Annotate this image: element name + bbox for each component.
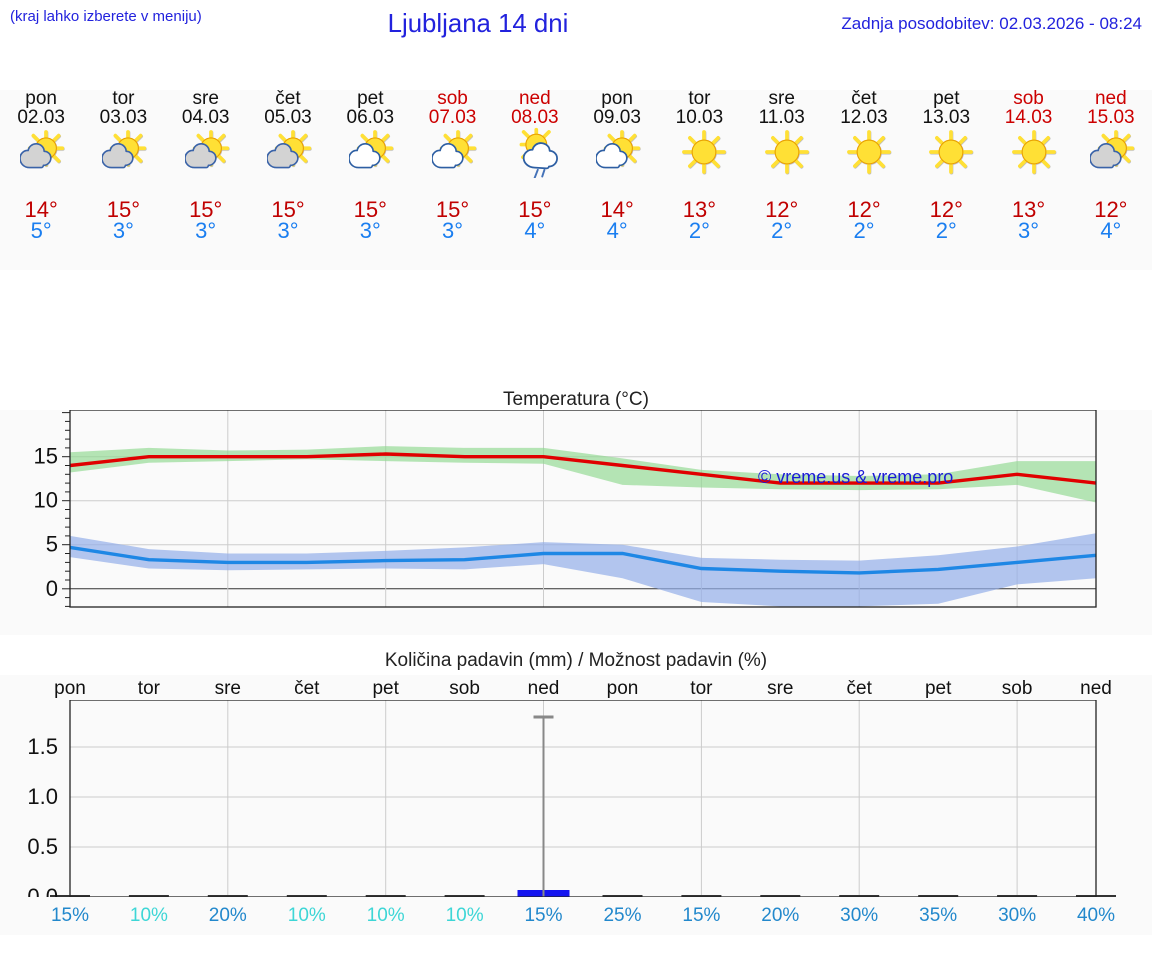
svg-text:0.5: 0.5 [27,834,58,859]
svg-text:10: 10 [34,488,58,513]
svg-text:1.5: 1.5 [27,734,58,759]
svg-text:© vreme.us & vreme.pro: © vreme.us & vreme.pro [758,467,953,487]
svg-text:5: 5 [46,532,58,557]
svg-text:0.0: 0.0 [27,884,58,897]
svg-text:1.0: 1.0 [27,784,58,809]
svg-text:15: 15 [34,444,58,469]
svg-text:0: 0 [46,576,58,601]
